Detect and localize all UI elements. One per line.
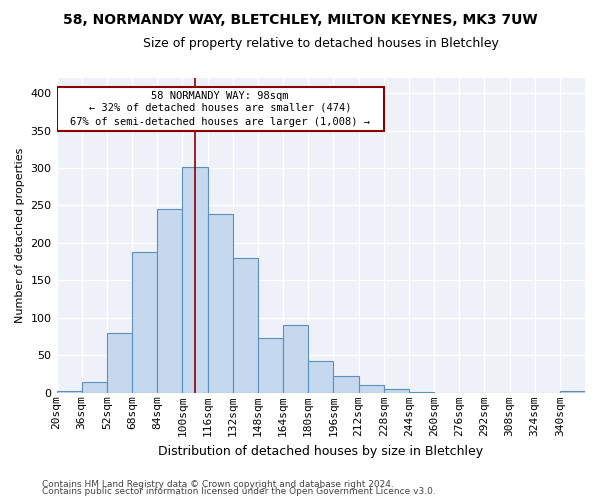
Bar (283, 326, 308, 393)
Bar (359, 386, 383, 393)
Bar (383, 389, 409, 393)
Bar (409, 392, 434, 393)
Title: Size of property relative to detached houses in Bletchley: Size of property relative to detached ho… (143, 38, 499, 51)
Bar (308, 362, 334, 393)
Text: Contains public sector information licensed under the Open Government Licence v3: Contains public sector information licen… (42, 487, 436, 496)
Bar (107, 333, 132, 393)
Bar (258, 338, 283, 393)
Bar (56, 390, 82, 393)
X-axis label: Distribution of detached houses by size in Bletchley: Distribution of detached houses by size … (158, 444, 484, 458)
Bar (334, 376, 359, 393)
Text: 67% of semi-detached houses are larger (1,008) →: 67% of semi-detached houses are larger (… (70, 116, 370, 126)
Bar (82, 382, 107, 393)
Text: Contains HM Land Registry data © Crown copyright and database right 2024.: Contains HM Land Registry data © Crown c… (42, 480, 394, 489)
Bar (560, 390, 585, 393)
Bar (208, 214, 233, 393)
Text: 58, NORMANDY WAY, BLETCHLEY, MILTON KEYNES, MK3 7UW: 58, NORMANDY WAY, BLETCHLEY, MILTON KEYN… (62, 12, 538, 26)
Text: ← 32% of detached houses are smaller (474): ← 32% of detached houses are smaller (47… (89, 102, 352, 113)
Bar (56, 87, 383, 130)
Bar (132, 252, 157, 393)
Y-axis label: Number of detached properties: Number of detached properties (15, 148, 25, 323)
Bar (233, 258, 258, 393)
Text: 58 NORMANDY WAY: 98sqm: 58 NORMANDY WAY: 98sqm (151, 91, 289, 101)
Bar (157, 209, 182, 393)
Bar (182, 168, 208, 393)
